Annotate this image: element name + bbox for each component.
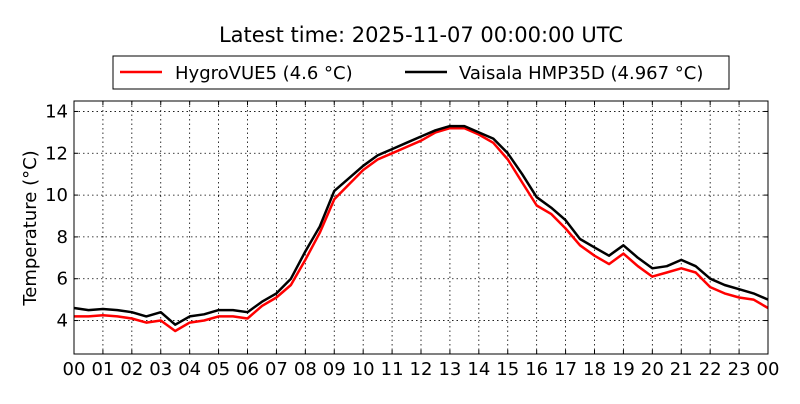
legend-label-hygrovue5: HygroVUE5 (4.6 °C) [175, 63, 353, 84]
y-tick-label: 10 [45, 185, 68, 206]
x-tick-label: 11 [381, 359, 404, 380]
x-tick-label: 18 [583, 359, 606, 380]
x-tick-label: 20 [641, 359, 664, 380]
y-tick-label: 8 [57, 227, 68, 248]
grid [73, 101, 769, 354]
x-tick-label: 01 [91, 359, 114, 380]
x-tick-label: 23 [728, 359, 751, 380]
x-tick-label: 02 [120, 359, 143, 380]
y-tick-label: 4 [57, 311, 68, 332]
x-tick-label: 19 [612, 359, 635, 380]
x-tick-label: 09 [323, 359, 346, 380]
x-tick-label: 00 [63, 359, 86, 380]
x-tick-label: 22 [699, 359, 722, 380]
legend: HygroVUE5 (4.6 °C) Vaisala HMP35D (4.967… [112, 55, 730, 90]
x-tick-label: 06 [236, 359, 259, 380]
x-tick-label: 00 [757, 359, 780, 380]
y-tick-label: 14 [45, 101, 68, 122]
series-line-hmp35d [73, 124, 769, 326]
x-tick-label: 13 [438, 359, 461, 380]
x-tick-label: 17 [554, 359, 577, 380]
axis-ticks: 00 01 02 03 04 05 06 07 08 09 10 11 12 13 14 15 16 17 18 19… [45, 101, 779, 380]
x-tick-label: 10 [352, 359, 375, 380]
chart-title: Latest time: 2025-11-07 00:00:00 UTC [219, 23, 623, 47]
y-tick-label: 12 [45, 143, 68, 164]
y-tick-label: 6 [57, 269, 68, 290]
legend-label-hmp35d: Vaisala HMP35D (4.967 °C) [459, 63, 703, 84]
x-tick-label: 15 [496, 359, 519, 380]
x-tick-label: 08 [294, 359, 317, 380]
x-tick-label: 07 [265, 359, 288, 380]
x-tick-label: 05 [207, 359, 230, 380]
series-line-hygrovue5 [74, 126, 769, 333]
x-tick-label: 16 [525, 359, 548, 380]
x-tick-label: 14 [467, 359, 490, 380]
y-axis-label: Temperature (°C) [20, 150, 41, 306]
x-tick-label: 12 [410, 359, 433, 380]
series-lines [73, 124, 769, 333]
x-tick-label: 03 [149, 359, 172, 380]
x-tick-label: 04 [178, 359, 201, 380]
x-tick-label: 21 [670, 359, 693, 380]
